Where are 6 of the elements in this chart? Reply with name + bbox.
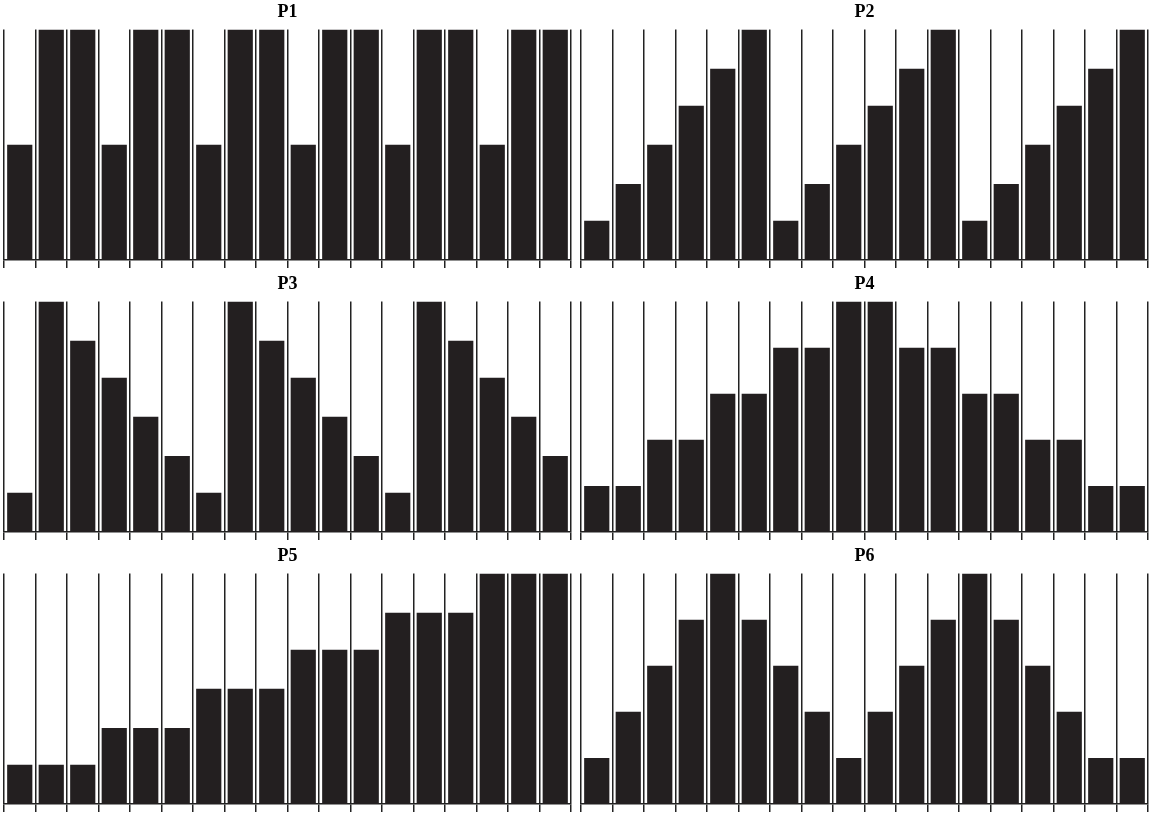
chart-title: P6 (854, 545, 875, 566)
chart-title: P3 (277, 273, 298, 294)
chart-title: P4 (854, 273, 875, 294)
chart-title: P5 (277, 545, 298, 566)
chart-title: P1 (277, 1, 298, 22)
chart-title: P2 (854, 1, 875, 22)
